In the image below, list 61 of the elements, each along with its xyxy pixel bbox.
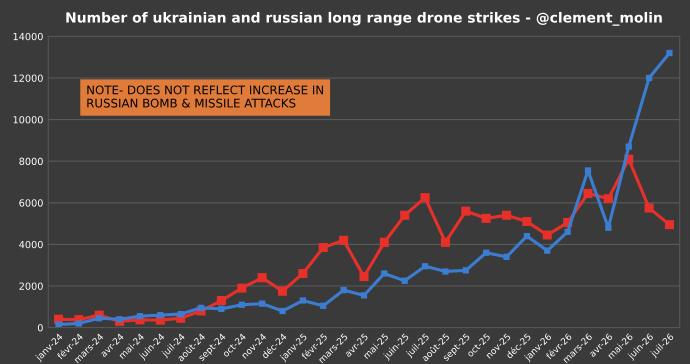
point bbox=[298, 269, 308, 278]
point bbox=[340, 287, 347, 294]
point bbox=[542, 230, 552, 240]
point bbox=[544, 248, 550, 254]
point bbox=[583, 188, 593, 198]
annotation: NOTE- DOES NOT REFLECT INCREASE IN RUSSIAN BOMB & MISSILE ATTACKS bbox=[87, 85, 324, 108]
point bbox=[278, 286, 288, 296]
point bbox=[666, 50, 673, 56]
y-tick-label: 12000 bbox=[14, 74, 43, 82]
point bbox=[320, 302, 326, 309]
point bbox=[524, 232, 530, 240]
point bbox=[300, 297, 306, 304]
point bbox=[237, 284, 246, 293]
point bbox=[422, 263, 428, 270]
point bbox=[584, 167, 592, 174]
point bbox=[360, 292, 368, 298]
y-tick-label: 8000 bbox=[19, 158, 43, 166]
point bbox=[442, 268, 449, 275]
point bbox=[238, 302, 245, 308]
point bbox=[604, 194, 613, 204]
y-tick-label: 0 bbox=[38, 324, 43, 332]
point bbox=[646, 74, 652, 82]
point bbox=[644, 203, 654, 213]
point bbox=[116, 316, 123, 322]
point bbox=[402, 278, 408, 284]
point bbox=[339, 236, 348, 245]
point bbox=[522, 217, 532, 226]
point bbox=[461, 206, 470, 216]
point bbox=[218, 306, 225, 312]
point bbox=[259, 300, 266, 307]
point bbox=[96, 315, 102, 322]
point bbox=[198, 304, 204, 311]
point bbox=[420, 193, 430, 202]
point bbox=[462, 267, 469, 274]
point bbox=[318, 243, 328, 252]
point bbox=[216, 296, 226, 306]
point bbox=[178, 310, 184, 318]
point bbox=[380, 238, 389, 247]
point bbox=[76, 320, 82, 327]
y-tick-label: 10000 bbox=[14, 116, 43, 124]
point bbox=[359, 272, 368, 282]
y-tick-label: 14000 bbox=[14, 32, 43, 40]
point bbox=[440, 238, 450, 247]
y-tick-label: 4000 bbox=[19, 240, 43, 248]
point bbox=[136, 313, 144, 320]
chart-title: Number of ukrainian and russian long range drone strikes - @clement_molin bbox=[66, 12, 662, 26]
point bbox=[664, 220, 674, 230]
y-tick-label: 6000 bbox=[19, 199, 43, 207]
point bbox=[502, 210, 512, 220]
point bbox=[503, 254, 510, 260]
y-tick-label: 2000 bbox=[19, 282, 43, 290]
point bbox=[279, 308, 286, 314]
point bbox=[400, 210, 410, 220]
point bbox=[605, 224, 612, 231]
point bbox=[626, 144, 632, 150]
point bbox=[258, 273, 267, 282]
point bbox=[381, 270, 388, 277]
point bbox=[483, 250, 490, 256]
point bbox=[482, 214, 491, 223]
point bbox=[157, 312, 164, 318]
point bbox=[564, 228, 571, 236]
